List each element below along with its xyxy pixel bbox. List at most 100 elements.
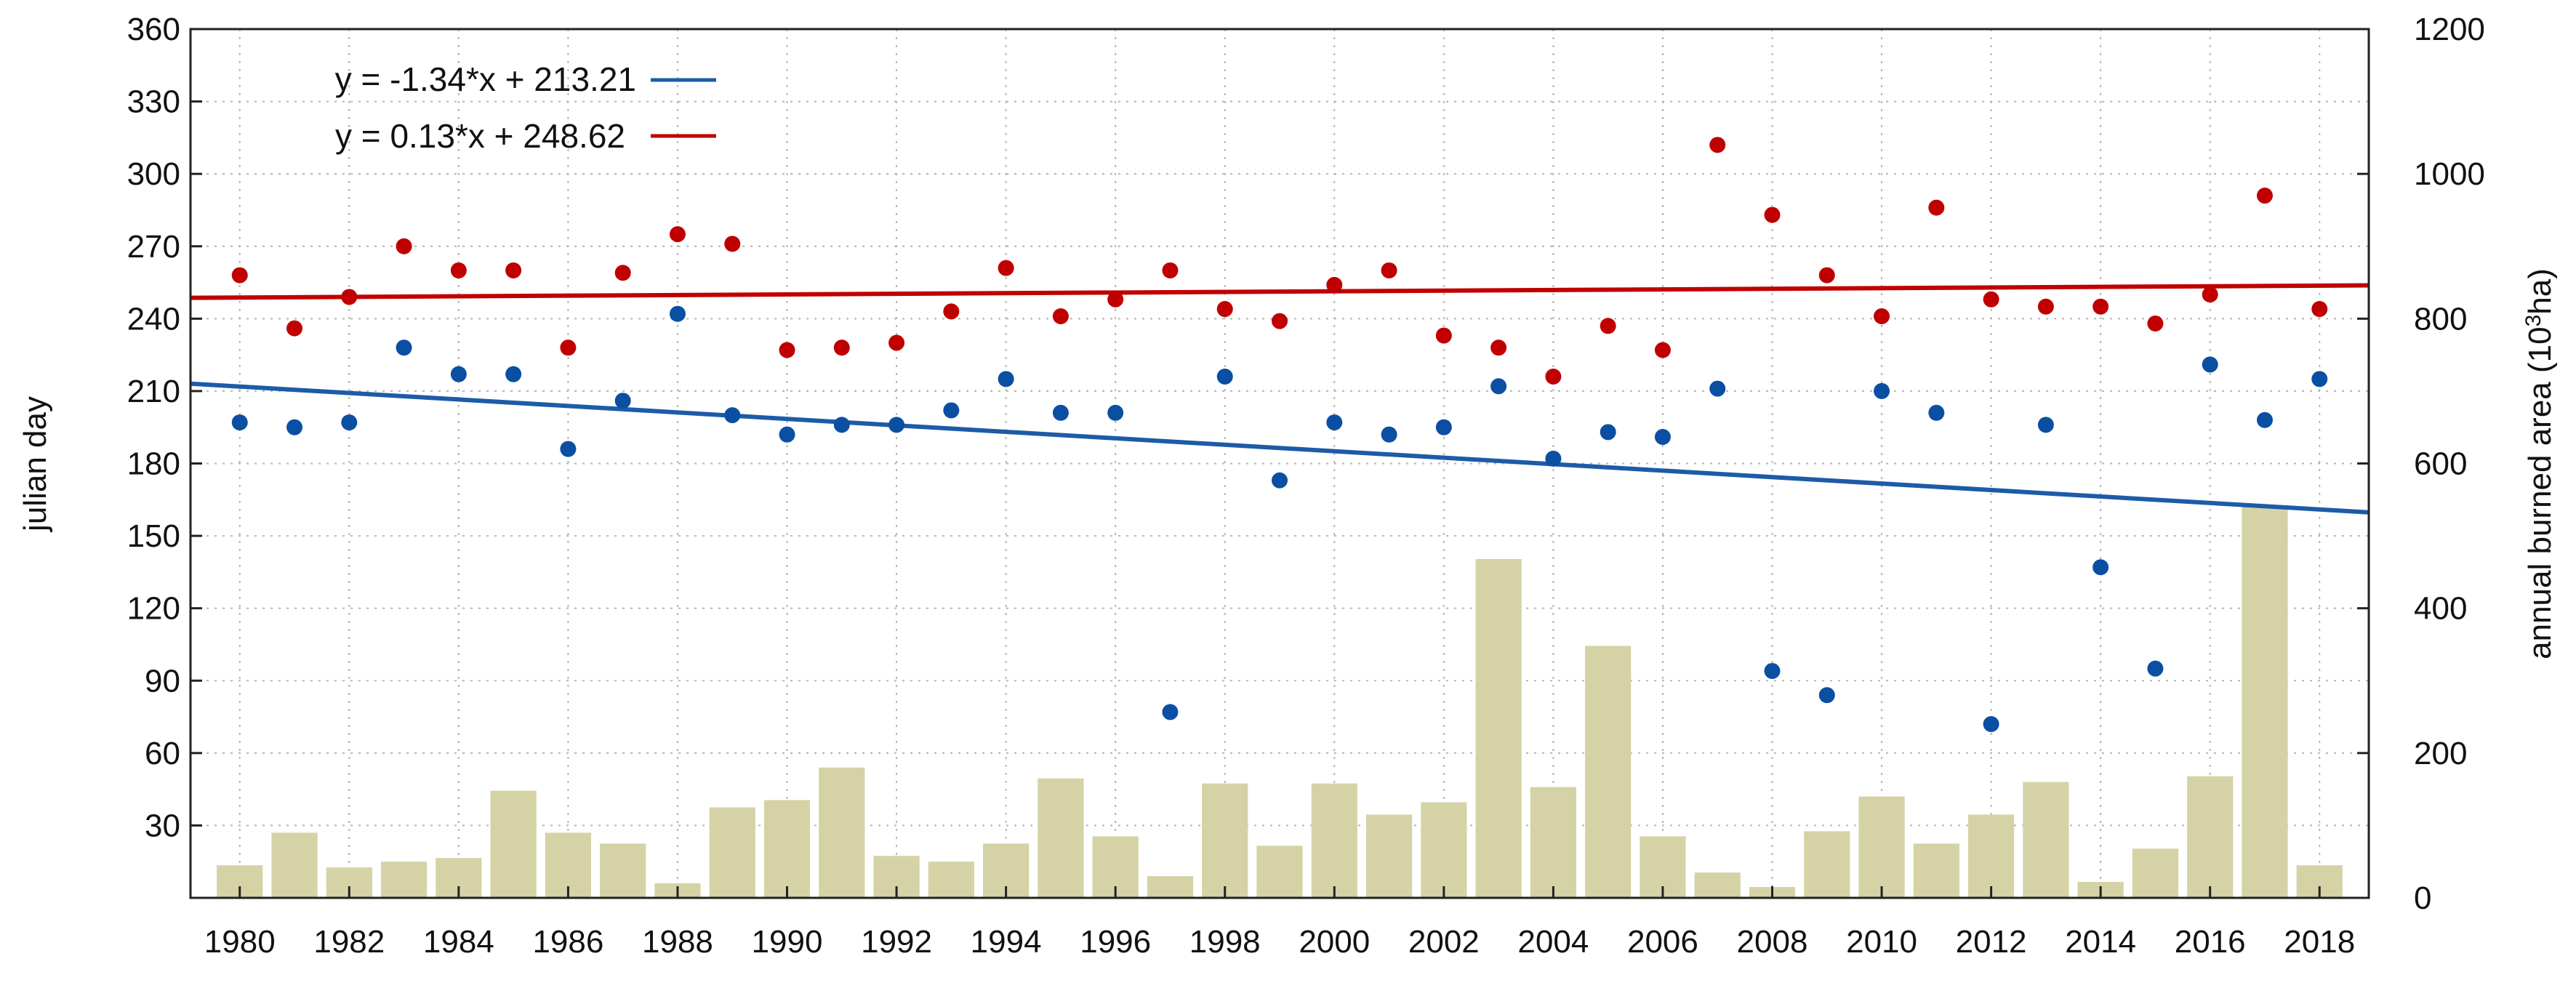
y-tick-label-right: 200 [2414, 736, 2467, 771]
bar [1421, 802, 1467, 898]
bar [1256, 846, 1303, 898]
data-point [943, 303, 960, 320]
data-point [2311, 301, 2328, 318]
y-tick-label-left: 180 [127, 446, 180, 482]
data-point [779, 426, 795, 443]
y-axis-title-left: julian day [17, 396, 53, 533]
data-point [1654, 342, 1671, 358]
bar [709, 807, 755, 898]
y-axis-title-right-prefix: annual burned area (10 [2522, 326, 2558, 659]
x-tick-label: 2008 [1737, 924, 1808, 960]
x-tick-label: 1994 [971, 924, 1042, 960]
bar [763, 800, 811, 898]
data-point [1381, 426, 1397, 443]
data-point [1326, 414, 1343, 431]
x-tick-label: 1980 [204, 924, 276, 960]
legend: y = -1.34*x + 213.21 y = 0.13*x + 248.62 [335, 60, 716, 155]
bar [1202, 783, 1248, 898]
data-point [669, 226, 686, 243]
bar [2187, 776, 2234, 898]
y-tick-label-left: 90 [145, 663, 180, 699]
y-tick-label-left: 330 [127, 84, 180, 120]
data-point [1216, 301, 1233, 318]
data-point [231, 414, 248, 431]
data-point [998, 260, 1014, 276]
data-point [2037, 298, 2054, 315]
data-point [1874, 382, 1890, 399]
data-point [450, 366, 467, 382]
y-axis-title-right: annual burned area (103ha) [2521, 268, 2558, 659]
y-tick-label-right: 0 [2414, 880, 2431, 916]
data-point [2256, 188, 2273, 204]
x-tick-label: 1984 [423, 924, 494, 960]
data-point [779, 342, 795, 358]
x-tick-label: 2018 [2284, 924, 2355, 960]
data-point [1107, 291, 1124, 308]
data-point [341, 414, 358, 431]
data-point [1545, 450, 1562, 467]
data-point [2202, 286, 2218, 303]
data-point [1928, 404, 1945, 421]
legend-label-blue-trend: y = -1.34*x + 213.21 [335, 60, 636, 98]
trend-lines [190, 283, 2370, 515]
x-tick-label: 1982 [313, 924, 385, 960]
x-tick-label: 2010 [1846, 924, 1917, 960]
data-point [1381, 262, 1397, 278]
data-point [1052, 404, 1069, 421]
y-tick-label-left: 360 [127, 12, 180, 47]
x-tick-label: 1990 [752, 924, 823, 960]
y-tick-label-right: 600 [2414, 446, 2467, 482]
bar [1967, 814, 2015, 898]
x-tick-label: 2006 [1627, 924, 1698, 960]
data-point [1272, 313, 1288, 329]
y-axis-title-right-sup: 3 [2521, 315, 2545, 327]
data-point [1435, 327, 1452, 344]
x-tick-label: 2000 [1299, 924, 1370, 960]
data-point [286, 320, 303, 337]
data-point [396, 340, 412, 356]
y-tick-label-left: 270 [127, 229, 180, 265]
data-point [505, 262, 522, 278]
data-point [1818, 687, 1835, 704]
data-point [1818, 267, 1835, 284]
y-tick-label-left: 120 [127, 591, 180, 627]
bar [1694, 872, 1741, 898]
y-tick-label-left: 210 [127, 374, 180, 409]
bar [600, 843, 646, 898]
x-tick-label: 1996 [1080, 924, 1151, 960]
data-point [231, 267, 248, 284]
bar [1365, 814, 1413, 898]
bar [1913, 843, 1959, 898]
y-tick-label-left: 240 [127, 301, 180, 337]
data-point [2147, 660, 2164, 677]
x-tick-label: 1986 [532, 924, 603, 960]
data-point [1052, 308, 1069, 325]
data-point [1162, 704, 1179, 720]
bar [1804, 831, 1850, 898]
data-point [2147, 315, 2164, 332]
legend-label-red-trend: y = 0.13*x + 248.62 [335, 117, 625, 155]
bar [1530, 787, 1576, 898]
data-point [560, 441, 577, 457]
data-point [1162, 262, 1179, 278]
data-point [724, 407, 741, 424]
data-point [1874, 308, 1890, 325]
y-axis-title-right-suffix: ha) [2522, 268, 2558, 315]
bar [819, 767, 865, 898]
data-point [1272, 472, 1288, 489]
data-point [1764, 662, 1781, 679]
y-tick-label-right: 800 [2414, 301, 2467, 337]
data-point [1764, 206, 1781, 223]
bar-series [217, 507, 2343, 898]
bar [1475, 558, 1522, 898]
data-point [1983, 291, 1999, 308]
x-tick-label: 1998 [1189, 924, 1261, 960]
bar [2132, 848, 2179, 898]
data-point [1709, 380, 1726, 397]
data-point [2256, 411, 2273, 428]
data-point [1435, 419, 1452, 435]
data-point [888, 417, 905, 433]
y-tick-label-left: 300 [127, 156, 180, 192]
data-point [1600, 318, 1616, 334]
